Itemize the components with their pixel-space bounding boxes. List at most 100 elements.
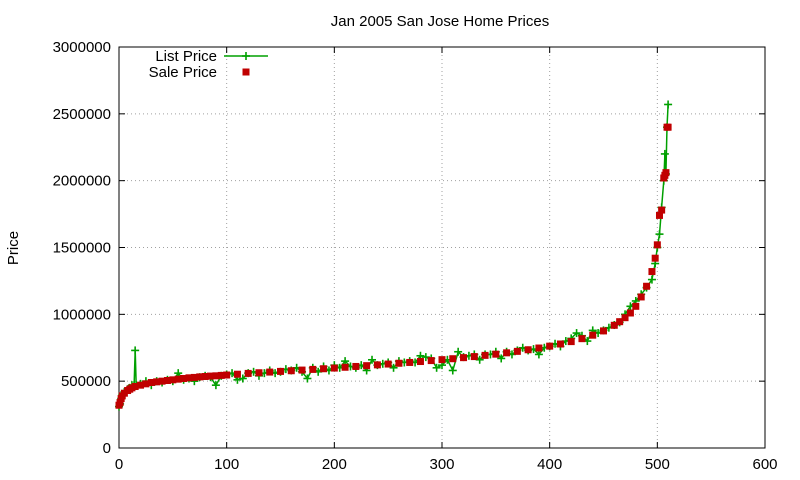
y-tick-label: 2500000 — [53, 106, 111, 123]
series-line-list-price — [118, 104, 669, 407]
chart-title: Jan 2005 San Jose Home Prices — [331, 13, 549, 30]
point-sale-price — [298, 366, 306, 374]
point-list-price — [454, 347, 463, 356]
point-list-price — [572, 329, 581, 338]
y-tick-label: 1500000 — [53, 240, 111, 257]
point-list-price — [131, 346, 140, 355]
point-sale-price — [648, 268, 656, 276]
point-sale-price — [589, 331, 597, 339]
x-tick-label: 200 — [322, 456, 347, 473]
x-tick-label: 0 — [115, 456, 123, 473]
y-tick-label: 1000000 — [53, 306, 111, 323]
point-sale-price — [664, 123, 672, 131]
point-sale-price — [449, 355, 457, 363]
point-sale-price — [373, 361, 381, 369]
point-sale-price — [658, 206, 666, 214]
point-sale-price — [142, 380, 150, 388]
point-sale-price — [277, 367, 284, 375]
point-sale-price — [174, 375, 182, 383]
legend-marker-list-price — [242, 52, 250, 60]
point-sale-price — [632, 302, 640, 310]
axes: 0 100 200 300 400 500 600 0 500000 1000000 1500000… — [53, 39, 778, 473]
point-sale-price — [384, 360, 392, 368]
point-sale-price — [438, 356, 446, 364]
point-sale-price — [626, 309, 634, 317]
point-sale-price — [341, 363, 349, 371]
point-sale-price — [196, 373, 204, 381]
point-sale-price — [223, 371, 231, 379]
y-tick-label: 3000000 — [53, 39, 111, 56]
point-sale-price — [309, 365, 317, 373]
point-sale-price — [621, 314, 629, 322]
point-list-price — [303, 374, 312, 383]
point-sale-price — [637, 293, 645, 301]
point-sale-price — [503, 349, 511, 357]
point-sale-price — [363, 362, 371, 370]
point-sale-price — [578, 335, 586, 343]
point-sale-price — [330, 364, 338, 372]
point-list-price — [432, 363, 441, 372]
point-sale-price — [546, 342, 554, 350]
y-axis-label: Price — [5, 231, 22, 265]
point-sale-price — [535, 344, 543, 352]
point-sale-price — [651, 254, 659, 262]
point-sale-price — [492, 350, 500, 358]
point-list-price — [368, 355, 377, 364]
point-sale-price — [217, 371, 225, 379]
point-sale-price — [513, 347, 521, 355]
point-list-price — [660, 149, 669, 158]
point-sale-price — [653, 241, 661, 249]
point-sale-price — [169, 376, 177, 384]
point-list-price — [655, 230, 664, 239]
point-sale-price — [255, 369, 263, 377]
point-sale-price — [207, 372, 215, 380]
point-sale-price — [481, 351, 489, 359]
point-sale-price — [190, 373, 198, 381]
point-list-price — [664, 100, 673, 109]
point-list-price — [448, 366, 457, 375]
legend-label-list-price: List Price — [155, 48, 217, 65]
point-sale-price — [662, 169, 670, 177]
legend: List Price Sale Price — [149, 48, 268, 81]
y-tick-label: 0 — [103, 440, 111, 457]
point-sale-price — [233, 370, 241, 378]
point-list-price — [238, 374, 247, 383]
point-sale-price — [320, 365, 328, 373]
point-sale-price — [287, 367, 295, 375]
x-tick-label: 400 — [537, 456, 562, 473]
point-sale-price — [116, 399, 124, 407]
point-list-price — [389, 363, 398, 372]
point-sale-price — [244, 369, 252, 377]
legend-label-sale-price: Sale Price — [149, 64, 217, 81]
point-sale-price — [147, 379, 155, 387]
point-sale-price — [610, 321, 618, 329]
point-sale-price — [158, 377, 166, 385]
point-sale-price — [163, 376, 171, 384]
point-sale-price — [655, 211, 663, 219]
x-tick-label: 500 — [645, 456, 670, 473]
point-sale-price — [460, 354, 468, 362]
point-list-price — [647, 275, 656, 284]
data-series — [115, 100, 673, 411]
point-sale-price — [427, 357, 435, 365]
point-sale-price — [616, 318, 624, 326]
point-sale-price — [416, 358, 424, 366]
x-tick-label: 600 — [752, 456, 777, 473]
point-sale-price — [556, 340, 564, 348]
point-sale-price — [567, 338, 575, 346]
point-sale-price — [643, 282, 651, 290]
point-sale-price — [131, 383, 139, 391]
x-tick-label: 100 — [214, 456, 239, 473]
x-tick-label: 300 — [429, 456, 454, 473]
point-sale-price — [137, 381, 145, 389]
point-sale-price — [524, 346, 532, 354]
point-sale-price — [266, 368, 274, 376]
point-sale-price — [470, 353, 478, 361]
point-sale-price — [212, 372, 220, 380]
point-sale-price — [153, 378, 161, 386]
point-sale-price — [600, 327, 607, 335]
legend-marker-sale-price — [242, 68, 250, 76]
point-sale-price — [352, 362, 360, 370]
point-sale-price — [406, 358, 414, 366]
